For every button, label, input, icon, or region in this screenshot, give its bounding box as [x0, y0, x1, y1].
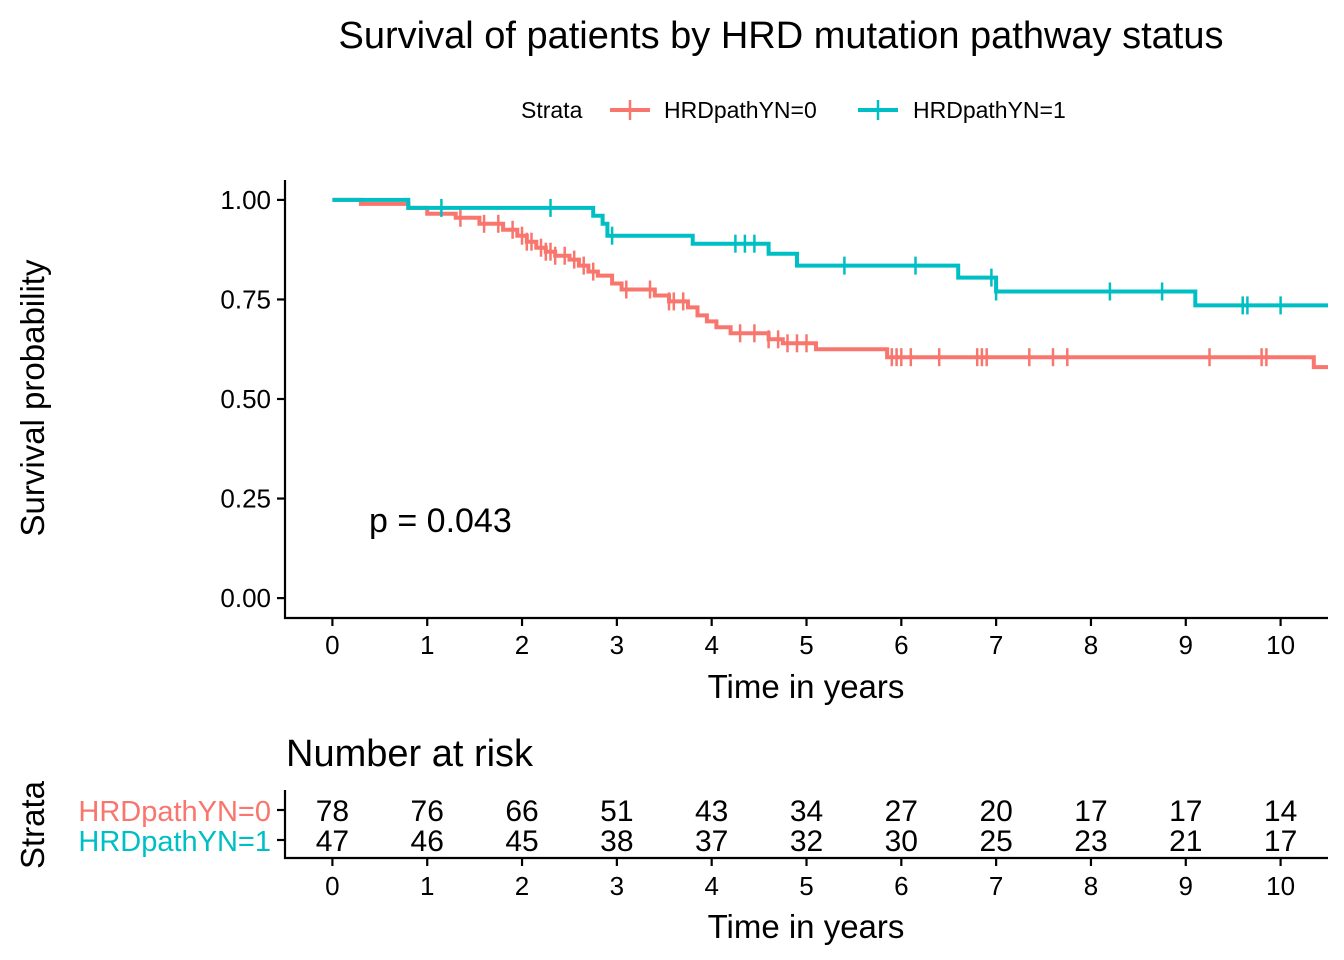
- y-tick-label-4: 1.00: [220, 185, 271, 215]
- risk-cell-1-7: 25: [979, 825, 1012, 858]
- risk-cell-0-3: 51: [600, 795, 633, 828]
- x-tick-label-8: 8: [1084, 630, 1098, 660]
- risk-cell-0-5: 34: [790, 795, 823, 828]
- risk-cell-1-5: 32: [790, 825, 823, 858]
- risk-x-axis-label: Time in years: [708, 908, 905, 945]
- risk-x-tick-label-4: 4: [704, 871, 718, 901]
- y-tick-label-0: 0.00: [220, 583, 271, 613]
- x-tick-label-10: 10: [1266, 630, 1295, 660]
- p-value-annotation: p = 0.043: [369, 502, 512, 540]
- survival-plot: p = 0.043 0.00 0.25 0.50 0.75 1.00 0 1 2 3 4 5 6 7 8 9…: [14, 180, 1328, 705]
- legend-title: Strata: [521, 97, 583, 123]
- risk-cell-1-6: 30: [885, 825, 918, 858]
- risk-row-label-0: HRDpathYN=0: [78, 796, 271, 828]
- risk-x-tick-label-2: 2: [515, 871, 529, 901]
- x-tick-label-7: 7: [989, 630, 1003, 660]
- risk-x-tick-label-5: 5: [799, 871, 813, 901]
- risk-table-title: Number at risk: [286, 733, 534, 775]
- risk-cell-1-4: 37: [695, 825, 728, 858]
- risk-cell-0-8: 17: [1074, 795, 1107, 828]
- x-tick-label-0: 0: [325, 630, 339, 660]
- risk-x-tick-label-3: 3: [610, 871, 624, 901]
- legend-key-hrdpathyn-0: [610, 100, 650, 120]
- x-tick-label-5: 5: [799, 630, 813, 660]
- y-tick-label-2: 0.50: [220, 384, 271, 414]
- risk-cell-1-3: 38: [600, 825, 633, 858]
- legend-key-hrdpathyn-1: [858, 100, 898, 120]
- chart-title: Survival of patients by HRD mutation pat…: [339, 15, 1224, 57]
- risk-row-label-1: HRDpathYN=1: [78, 826, 271, 858]
- risk-cell-0-0: 78: [316, 795, 349, 828]
- km-axes: 0.00 0.25 0.50 0.75 1.00 0 1 2 3 4 5 6 7 8 9 10: [220, 180, 1328, 660]
- risk-cell-0-9: 17: [1169, 795, 1202, 828]
- km-curves: [332, 197, 1328, 370]
- risk-cell-1-8: 23: [1074, 825, 1107, 858]
- x-tick-label-9: 9: [1179, 630, 1193, 660]
- risk-cell-0-6: 27: [885, 795, 918, 828]
- km-curve-series-0: [332, 197, 1328, 370]
- risk-y-axis-label: Strata: [14, 780, 51, 869]
- risk-x-tick-label-0: 0: [325, 871, 339, 901]
- risk-cell-1-0: 47: [316, 825, 349, 858]
- risk-x-tick-label-10: 10: [1266, 871, 1295, 901]
- x-tick-label-4: 4: [704, 630, 718, 660]
- risk-cell-0-4: 43: [695, 795, 728, 828]
- risk-x-tick-label-6: 6: [894, 871, 908, 901]
- x-tick-label-6: 6: [894, 630, 908, 660]
- legend-label-hrdpathyn-1: HRDpathYN=1: [913, 97, 1066, 123]
- risk-cell-1-10: 17: [1264, 825, 1297, 858]
- risk-cell-0-2: 66: [505, 795, 538, 828]
- x-tick-label-2: 2: [515, 630, 529, 660]
- x-tick-label-3: 3: [610, 630, 624, 660]
- x-tick-label-1: 1: [420, 630, 434, 660]
- risk-x-tick-label-8: 8: [1084, 871, 1098, 901]
- risk-cell-1-2: 45: [505, 825, 538, 858]
- y-tick-label-1: 0.25: [220, 484, 271, 514]
- risk-cell-0-1: 76: [411, 795, 444, 828]
- risk-cell-1-1: 46: [411, 825, 444, 858]
- km-curve-series-1: [332, 197, 1328, 308]
- risk-cell-0-7: 20: [979, 795, 1012, 828]
- y-axis-label: Survival probability: [14, 259, 51, 536]
- y-tick-label-3: 0.75: [220, 284, 271, 314]
- risk-cell-0-10: 14: [1264, 795, 1297, 828]
- risk-x-tick-label-1: 1: [420, 871, 434, 901]
- x-axis-label: Time in years: [708, 668, 905, 705]
- risk-x-tick-label-7: 7: [989, 871, 1003, 901]
- risk-cell-1-9: 21: [1169, 825, 1202, 858]
- legend: Strata HRDpathYN=0 HRDpathYN=1: [521, 97, 1066, 123]
- risk-x-tick-label-9: 9: [1179, 871, 1193, 901]
- legend-label-hrdpathyn-0: HRDpathYN=0: [664, 97, 817, 123]
